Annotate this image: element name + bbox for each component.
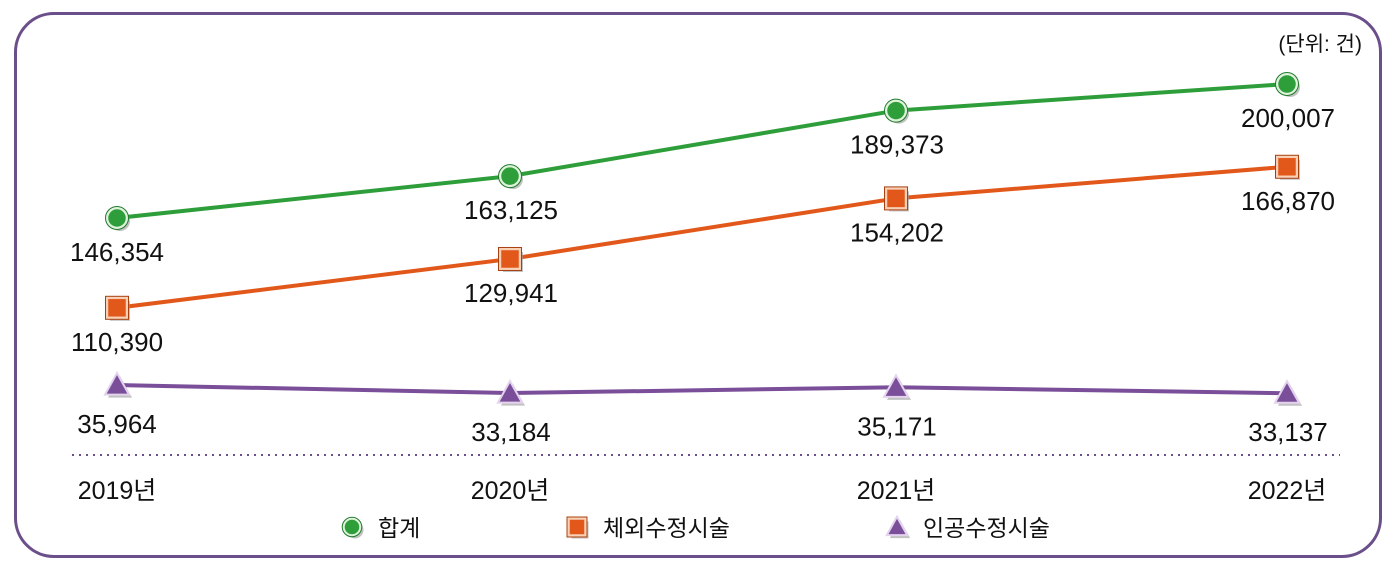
legend-marker-0 — [342, 517, 362, 537]
data-point-2-3 — [1273, 379, 1301, 404]
data-label-1-0: 110,390 — [71, 327, 163, 357]
data-label-1-2: 154,202 — [850, 217, 944, 247]
data-point-1-1 — [498, 247, 522, 271]
data-point-0-2 — [884, 99, 908, 122]
data-point-0-0-outline — [105, 206, 129, 230]
data-label-2-2: 35,171 — [857, 411, 937, 441]
legend-marker-0-outline — [341, 516, 363, 538]
data-label-1-3: 166,870 — [1241, 186, 1335, 216]
legend-marker-2 — [885, 514, 909, 537]
data-point-0-0 — [105, 206, 129, 230]
data-point-2-0 — [103, 370, 131, 396]
data-point-1-0-outline — [105, 295, 129, 320]
legend-marker-1 — [567, 517, 587, 537]
x-tick-label-1: 2020년 — [471, 477, 550, 505]
data-point-1-1-outline — [498, 246, 522, 271]
legend-marker-1-outline — [566, 516, 588, 538]
series-line-2 — [116, 383, 1288, 396]
data-point-0-1-outline — [498, 164, 522, 189]
data-point-1-0 — [105, 296, 129, 320]
data-point-1-2 — [884, 187, 908, 210]
data-label-2-3: 33,137 — [1248, 417, 1328, 447]
data-point-0-3-outline — [1275, 72, 1299, 97]
data-label-2-1: 33,184 — [471, 417, 551, 447]
x-tick-label-3: 2022년 — [1248, 477, 1327, 505]
data-point-0-2-outline — [884, 98, 908, 123]
chart-frame — [14, 12, 1382, 558]
data-label-2-0: 35,964 — [77, 409, 157, 439]
series-line-1 — [116, 164, 1288, 310]
x-tick-label-2: 2021년 — [857, 477, 936, 505]
unit-label: (단위: 건) — [1278, 33, 1362, 56]
data-point-0-1 — [498, 164, 522, 188]
legend-label-1: 체외수정시술 — [603, 515, 730, 541]
data-point-1-3 — [1275, 155, 1299, 179]
legend-label-2: 인공수정시술 — [923, 515, 1050, 541]
legend-label-0: 합계 — [378, 515, 420, 541]
data-point-0-3 — [1275, 72, 1299, 96]
data-point-2-1 — [496, 379, 524, 404]
data-label-0-0: 146,354 — [70, 237, 164, 267]
data-label-0-3: 200,007 — [1241, 103, 1335, 133]
series-line-0 — [116, 82, 1288, 220]
data-point-1-2-outline — [884, 186, 908, 211]
data-point-2-2 — [882, 373, 910, 398]
data-label-0-2: 189,373 — [850, 130, 944, 160]
x-tick-label-0: 2019년 — [78, 477, 157, 505]
data-label-1-1: 129,941 — [464, 278, 558, 308]
data-point-1-3-outline — [1275, 154, 1299, 179]
data-label-0-1: 163,125 — [464, 195, 558, 225]
